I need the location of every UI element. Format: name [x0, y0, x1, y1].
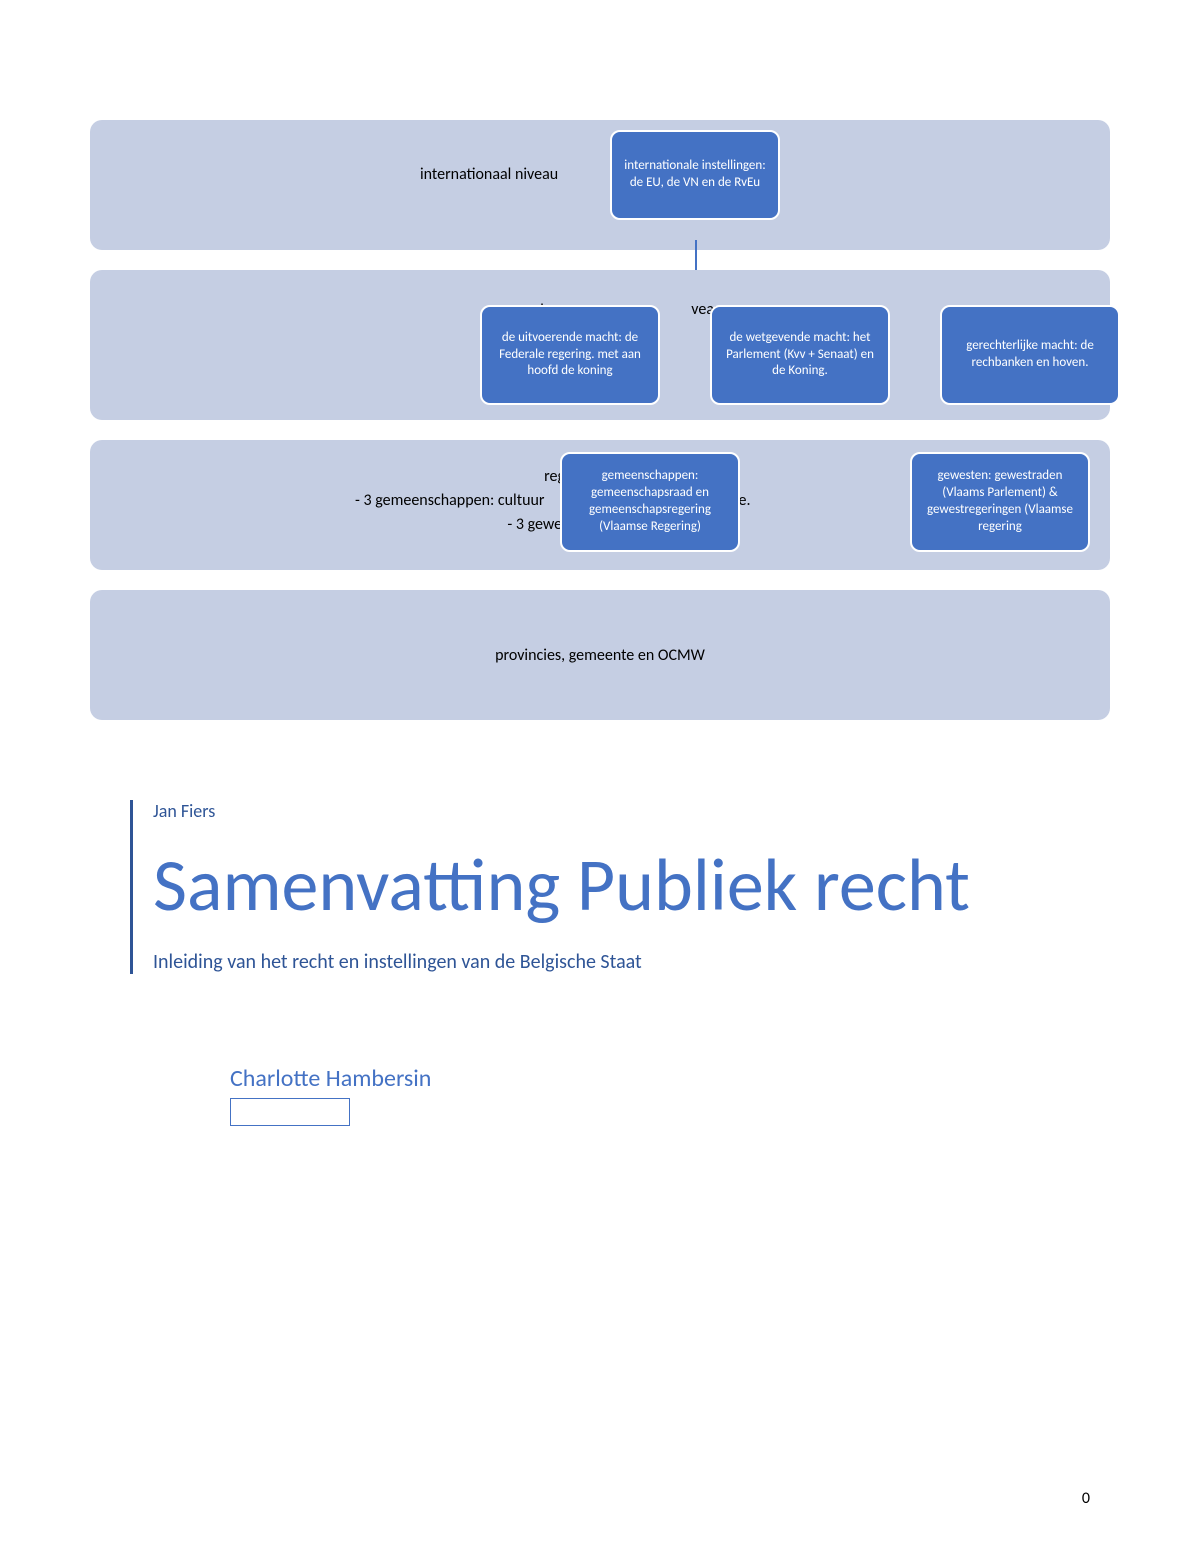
main-title: Samenvatting Publiek recht	[153, 847, 1110, 925]
title-block: Jan Fiers Samenvatting Publiek recht Inl…	[130, 800, 1110, 974]
page-number: 0	[1082, 1489, 1090, 1508]
author-bottom: Charlotte Hambersin	[230, 1064, 1110, 1093]
node-international: internationale instellingen: de EU, de V…	[610, 130, 780, 220]
node-communities: gemeenschappen: gemeenschapsraad en geme…	[560, 452, 740, 552]
subtitle: Inleiding van het recht en instellingen …	[153, 950, 1110, 974]
author-top: Jan Fiers	[153, 800, 1110, 822]
level-band-federal: I veau de uitvoerende macht: de Federale…	[90, 270, 1110, 420]
level-band-international: internationaal niveau internationale ins…	[90, 120, 1110, 250]
level1-label: internationaal niveau	[420, 165, 558, 184]
node-executive: de uitvoerende macht: de Federale regeri…	[480, 305, 660, 405]
level4-label: provincies, gemeente en OCMW	[495, 646, 705, 665]
signature-box	[230, 1098, 350, 1126]
level-band-regional: regionaal niveau - 3 gemeenschappen: cul…	[90, 440, 1110, 570]
node-judicial: gerechterlijke macht: de rechbanken en h…	[940, 305, 1120, 405]
level-band-local: provincies, gemeente en OCMW	[90, 590, 1110, 720]
node-regions: gewesten: gewestraden (Vlaams Parlement)…	[910, 452, 1090, 552]
node-legislative: de wetgevende macht: het Parlement (Kvv …	[710, 305, 890, 405]
